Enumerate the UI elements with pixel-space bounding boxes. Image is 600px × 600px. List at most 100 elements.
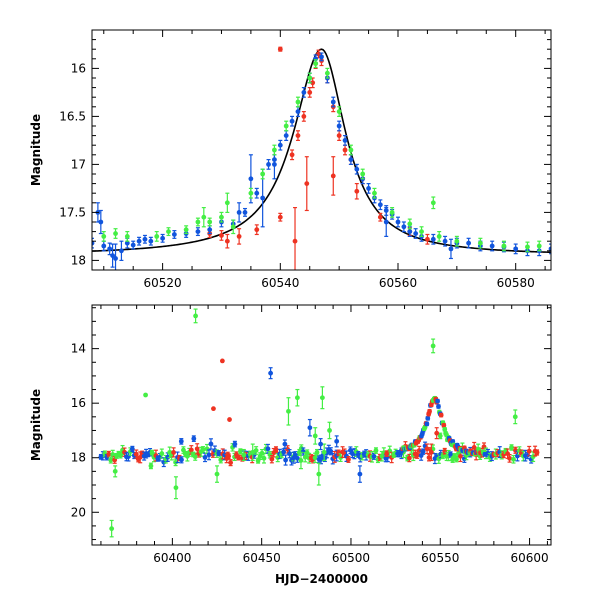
data-point bbox=[266, 159, 271, 170]
data-point bbox=[425, 233, 430, 245]
data-point bbox=[273, 446, 279, 453]
data-point bbox=[191, 435, 197, 442]
baseline-point bbox=[238, 448, 243, 455]
data-point bbox=[292, 207, 298, 270]
baseline-point bbox=[171, 447, 177, 458]
data-point bbox=[307, 72, 313, 84]
data-point bbox=[304, 156, 310, 212]
data-point bbox=[272, 144, 277, 156]
data-point bbox=[178, 438, 184, 445]
data-point bbox=[448, 238, 454, 260]
data-point bbox=[436, 231, 442, 242]
data-point bbox=[319, 52, 324, 62]
baseline-point bbox=[511, 454, 516, 464]
data-point bbox=[254, 224, 260, 236]
baseline-point bbox=[179, 456, 184, 464]
data-point bbox=[383, 207, 389, 237]
baseline-point bbox=[513, 446, 518, 454]
data-point bbox=[395, 216, 401, 228]
baseline-point bbox=[129, 445, 135, 453]
data-point bbox=[242, 207, 248, 217]
outburst-point bbox=[427, 408, 432, 414]
data-point bbox=[318, 438, 324, 451]
baseline-point bbox=[194, 443, 200, 455]
data-point bbox=[291, 451, 297, 464]
bottom-panel: 60400 60450 60500 60550 60600 14 16 18 20 Magnitu… bbox=[29, 304, 552, 586]
data-point bbox=[360, 168, 366, 180]
data-point bbox=[342, 144, 348, 156]
x-tick-label: 60400 bbox=[153, 551, 191, 565]
data-point bbox=[173, 476, 179, 500]
data-point bbox=[277, 46, 283, 52]
data-point bbox=[283, 120, 289, 132]
data-point bbox=[101, 231, 107, 242]
x-tick-label: 60520 bbox=[144, 276, 182, 290]
data-point bbox=[342, 135, 348, 146]
data-point bbox=[512, 409, 518, 425]
baseline-point bbox=[208, 438, 214, 450]
x-tick-label: 60500 bbox=[332, 551, 370, 565]
outburst-point bbox=[424, 421, 430, 427]
data-point bbox=[148, 462, 154, 470]
data-point bbox=[389, 207, 395, 218]
y-tick-label: 17.5 bbox=[59, 205, 86, 219]
data-point bbox=[130, 240, 136, 250]
data-point bbox=[307, 86, 313, 98]
baseline-point bbox=[505, 448, 511, 459]
plot-area bbox=[98, 308, 540, 538]
data-point bbox=[92, 237, 95, 249]
x-tick-label: 60540 bbox=[261, 276, 299, 290]
data-point bbox=[113, 243, 118, 270]
x-tick-label: 60600 bbox=[510, 551, 548, 565]
data-point bbox=[336, 106, 342, 118]
data-point bbox=[307, 418, 313, 437]
data-point bbox=[230, 219, 236, 235]
data-point bbox=[419, 226, 424, 237]
baseline-point bbox=[200, 446, 206, 453]
baseline-point bbox=[236, 454, 241, 461]
data-point bbox=[195, 227, 201, 237]
baseline-point bbox=[507, 454, 512, 463]
data-point bbox=[227, 417, 232, 422]
baseline-point bbox=[159, 448, 165, 459]
data-point bbox=[254, 187, 260, 199]
data-point bbox=[225, 451, 231, 459]
baseline-point bbox=[228, 459, 233, 467]
data-point bbox=[124, 231, 130, 242]
data-point bbox=[109, 519, 115, 538]
data-point bbox=[366, 183, 371, 194]
data-point bbox=[501, 240, 507, 252]
data-point bbox=[336, 120, 342, 132]
data-point bbox=[232, 440, 238, 448]
data-point bbox=[236, 202, 242, 223]
data-point bbox=[348, 144, 354, 156]
data-point bbox=[277, 139, 283, 151]
data-point bbox=[268, 367, 273, 380]
baseline-point bbox=[216, 450, 222, 457]
data-point bbox=[298, 451, 304, 470]
data-point bbox=[313, 59, 319, 69]
data-point bbox=[330, 156, 336, 196]
data-point bbox=[241, 448, 247, 462]
outburst-point bbox=[436, 404, 441, 409]
data-point bbox=[142, 234, 148, 244]
data-point bbox=[536, 240, 542, 252]
data-point bbox=[260, 168, 266, 180]
outburst-point bbox=[482, 452, 488, 457]
data-point bbox=[250, 443, 256, 462]
baseline-point bbox=[287, 449, 292, 459]
y-tick-label: 16.5 bbox=[59, 109, 86, 123]
data-point bbox=[295, 130, 301, 141]
data-point bbox=[112, 465, 118, 478]
x-tick-label: 60580 bbox=[497, 276, 535, 290]
data-point bbox=[327, 421, 332, 440]
data-point bbox=[336, 130, 342, 141]
data-point bbox=[301, 110, 307, 122]
data-point bbox=[377, 199, 383, 211]
data-point bbox=[283, 130, 289, 141]
plot-frame bbox=[91, 29, 552, 271]
data-point bbox=[401, 221, 407, 233]
data-point bbox=[211, 406, 216, 412]
data-point bbox=[183, 225, 189, 235]
data-point bbox=[330, 96, 336, 108]
